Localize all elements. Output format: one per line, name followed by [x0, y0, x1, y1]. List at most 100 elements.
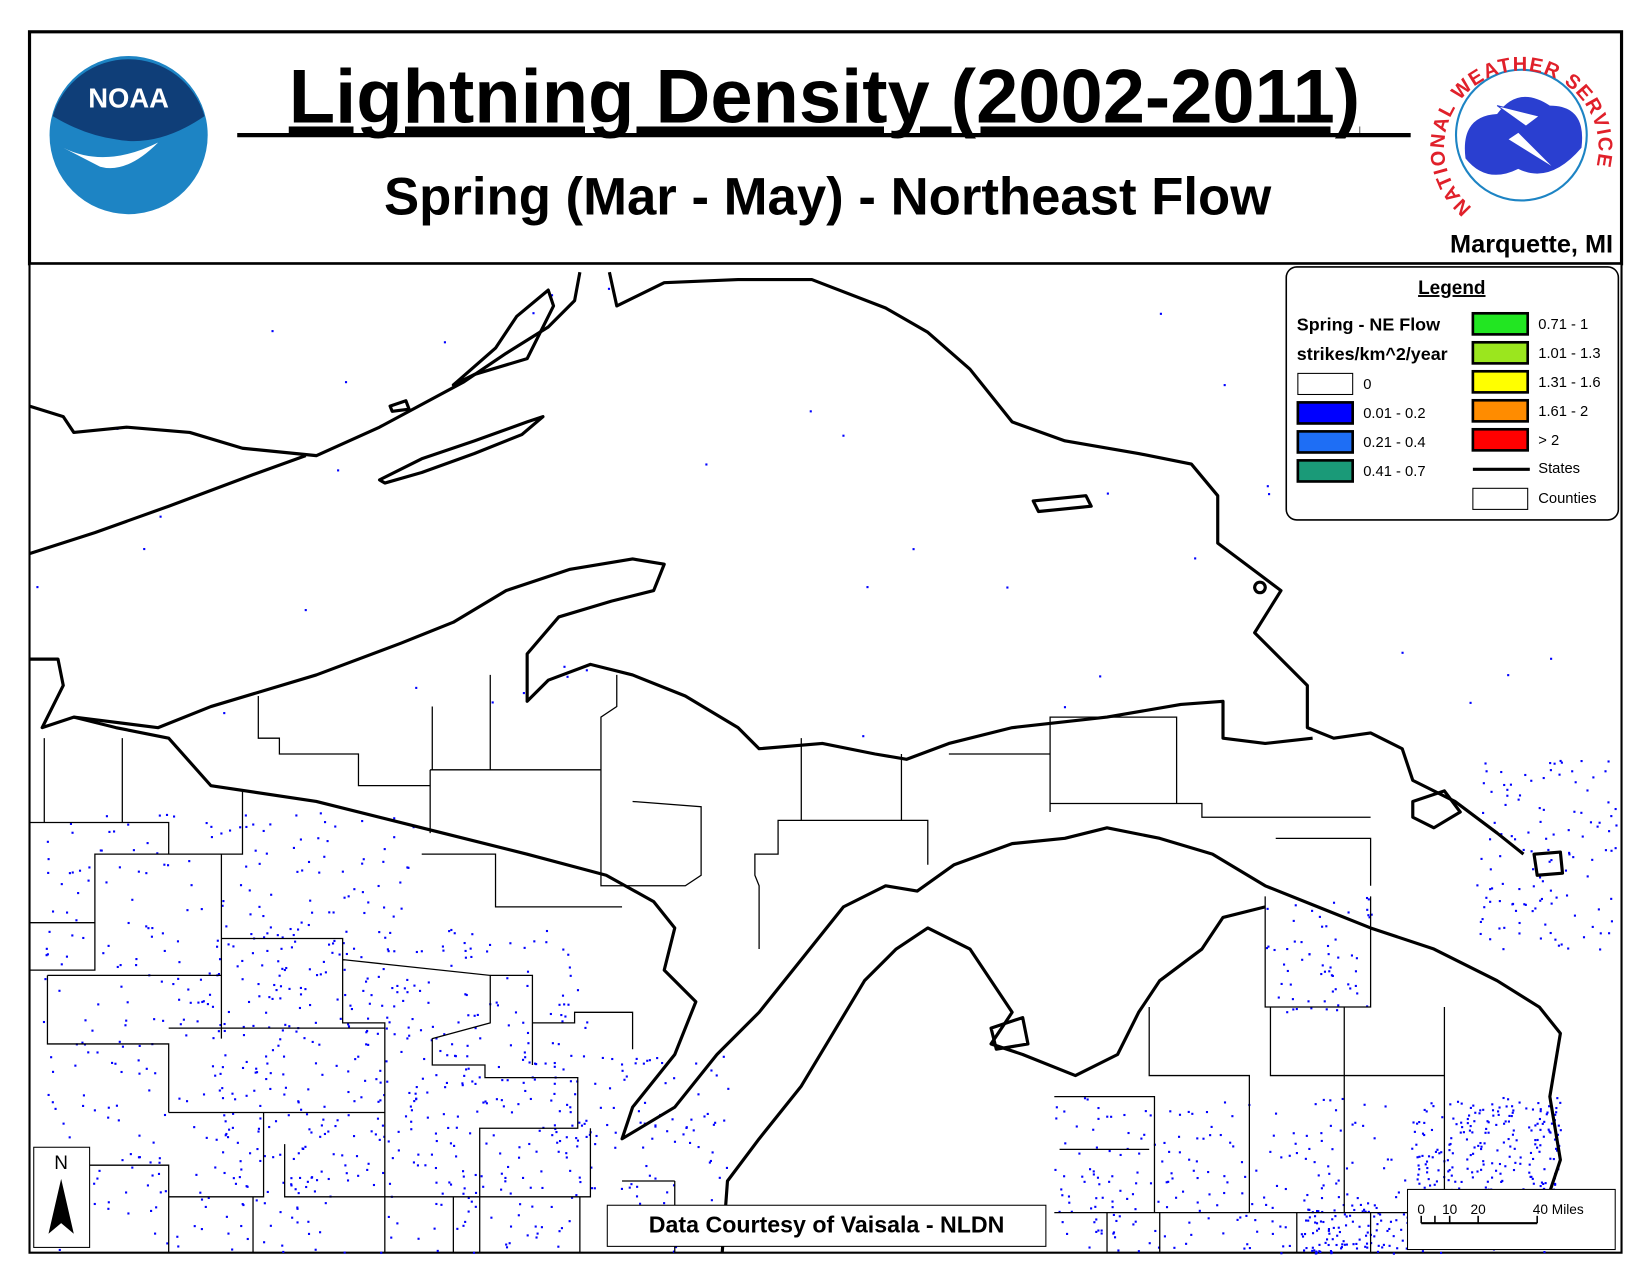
- lightning-dot: [656, 1057, 659, 1060]
- lightning-dot: [268, 996, 271, 999]
- lightning-dot: [1481, 918, 1484, 921]
- lightning-dot: [132, 849, 135, 852]
- lightning-dot: [634, 1062, 637, 1065]
- lightning-dot: [75, 919, 78, 922]
- lightning-dot: [247, 1000, 251, 1004]
- lightning-dot: [1363, 1103, 1366, 1106]
- lightning-dot: [1447, 1179, 1450, 1182]
- lightning-dot: [1284, 1226, 1287, 1229]
- lightning-dot: [557, 1245, 560, 1248]
- lightning-dot: [1483, 1142, 1486, 1145]
- lightning-dot: [1550, 1122, 1554, 1125]
- lightning-dot: [1304, 1157, 1307, 1160]
- lightning-dot: [283, 1093, 286, 1096]
- lightning-dot: [236, 965, 239, 968]
- lightning-dot: [578, 1176, 581, 1179]
- lightning-dot: [281, 1029, 284, 1032]
- lightning-dot: [290, 1184, 293, 1187]
- lightning-dot: [1061, 1194, 1064, 1197]
- lightning-dot: [1510, 1114, 1513, 1118]
- lightning-dot: [1351, 1123, 1354, 1126]
- lightning-dot: [290, 946, 293, 949]
- lightning-dot: [1586, 789, 1589, 792]
- lightning-dot: [526, 1031, 530, 1035]
- lightning-dot: [346, 1179, 350, 1182]
- lightning-dot: [563, 665, 566, 668]
- lightning-dot: [1338, 1230, 1341, 1234]
- lightning-dot: [567, 1003, 570, 1006]
- lightning-dot: [282, 1073, 285, 1076]
- lightning-dot: [269, 926, 272, 929]
- lightning-dot: [553, 1124, 556, 1127]
- lightning-dot: [1377, 1244, 1380, 1247]
- lightning-dot: [635, 1057, 638, 1060]
- lightning-dot: [389, 931, 392, 934]
- lightning-dot: [211, 1005, 215, 1008]
- lightning-dot: [1267, 945, 1270, 948]
- lightning-dot: [1437, 1169, 1440, 1172]
- lightning-dot: [1418, 1155, 1421, 1158]
- lightning-dot: [1591, 858, 1594, 861]
- lightning-dot: [561, 994, 565, 997]
- lightning-dot: [1119, 1189, 1122, 1192]
- lightning-dot: [504, 1176, 507, 1179]
- lightning-dot: [176, 940, 180, 943]
- lightning-dot: [190, 884, 193, 887]
- lightning-dot: [397, 1130, 400, 1133]
- lightning-dot: [1196, 1137, 1199, 1140]
- lightning-dot: [350, 1007, 353, 1011]
- lightning-dot: [307, 1088, 310, 1091]
- lightning-dot: [1480, 1145, 1483, 1148]
- lightning-dot: [1554, 938, 1557, 941]
- lightning-dot: [673, 1077, 676, 1080]
- lightning-dot: [1256, 1230, 1259, 1233]
- lightning-dot: [470, 1200, 473, 1203]
- lightning-dot: [413, 984, 416, 987]
- lightning-dot: [1106, 492, 1109, 495]
- lightning-dot: [554, 1127, 557, 1131]
- lightning-dot: [1157, 1246, 1161, 1249]
- lightning-dot: [223, 1029, 226, 1033]
- lightning-dot: [1557, 944, 1560, 947]
- lightning-dot: [1265, 947, 1269, 950]
- lightning-dot: [1306, 1193, 1309, 1197]
- counties-swatch: [1472, 487, 1529, 510]
- lightning-dot: [1479, 920, 1482, 924]
- lightning-dot: [1454, 1180, 1457, 1183]
- lightning-dot: [1478, 1112, 1481, 1115]
- lightning-dot: [88, 866, 91, 869]
- lightning-dot: [582, 1055, 586, 1058]
- lightning-dot: [215, 1138, 218, 1141]
- legend-swatch: [1471, 340, 1530, 365]
- lightning-dot: [611, 1057, 614, 1061]
- lightning-dot: [1499, 855, 1502, 858]
- lightning-dot: [1525, 1107, 1528, 1110]
- lightning-dot: [1580, 811, 1583, 814]
- lightning-dot: [1303, 1199, 1306, 1202]
- lightning-dot: [506, 1079, 509, 1082]
- lightning-dot: [1550, 657, 1553, 660]
- lightning-dot: [1282, 963, 1286, 966]
- lightning-dot: [1320, 1187, 1323, 1190]
- lightning-dot: [207, 1196, 210, 1200]
- lightning-dot: [540, 1170, 543, 1173]
- lightning-dot: [666, 1191, 669, 1194]
- lightning-dot: [318, 871, 321, 874]
- lightning-dot: [1222, 1232, 1225, 1235]
- lightning-dot: [1055, 1117, 1058, 1120]
- lightning-dot: [1492, 1114, 1495, 1117]
- lightning-dot: [444, 1086, 447, 1089]
- legend-label: 0.71 - 1: [1538, 317, 1588, 333]
- lightning-dot: [1476, 1170, 1479, 1173]
- lightning-dot: [262, 914, 265, 918]
- lightning-dot: [1511, 903, 1514, 906]
- lightning-dot: [257, 1130, 260, 1133]
- lightning-dot: [1439, 1251, 1443, 1254]
- lightning-dot: [1543, 1251, 1546, 1254]
- lightning-dot: [158, 814, 161, 817]
- lightning-dot: [336, 1119, 339, 1122]
- lightning-dot: [1465, 1138, 1469, 1141]
- lightning-dot: [379, 1069, 382, 1072]
- lightning-dot: [71, 934, 74, 937]
- lightning-dot: [1329, 966, 1332, 969]
